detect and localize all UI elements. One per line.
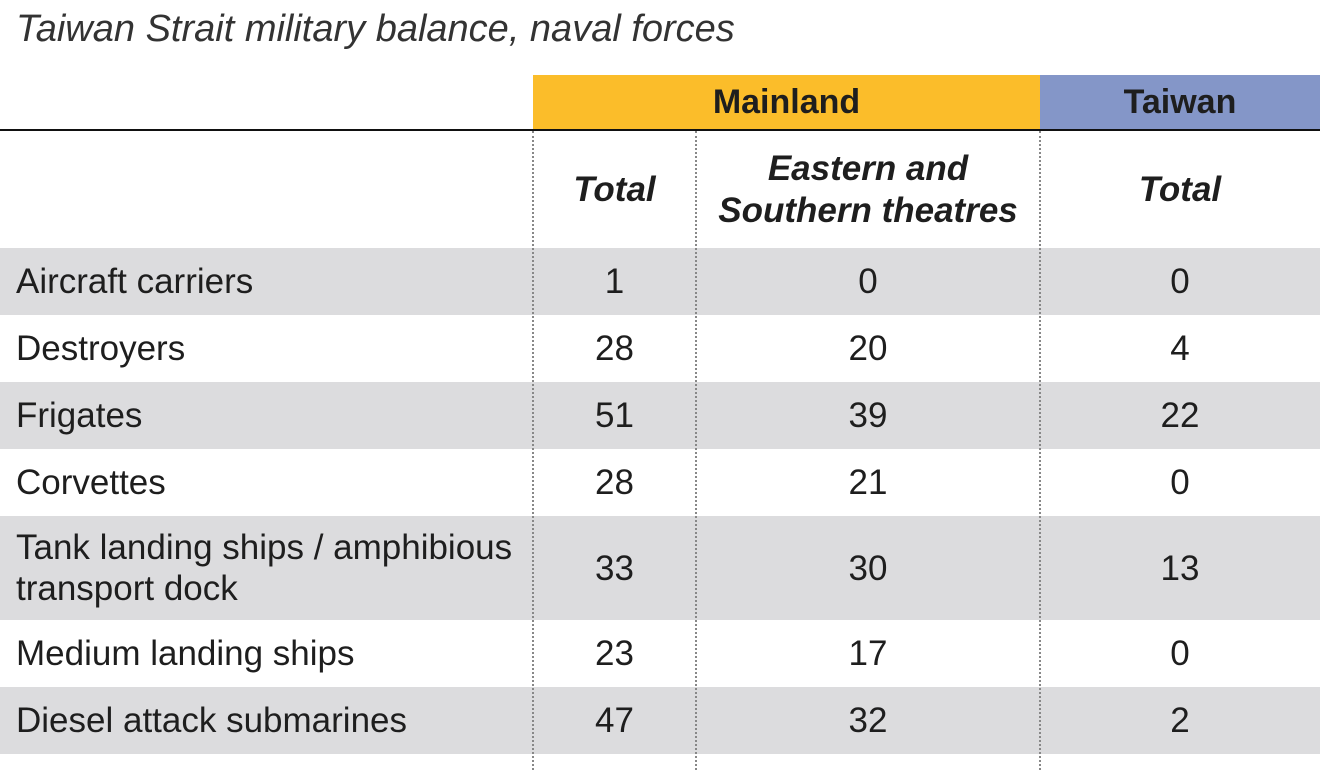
row-label: Destroyers — [16, 329, 186, 368]
cell-value: 0 — [858, 262, 878, 301]
cell-value: 33 — [595, 548, 634, 588]
row-label: Tank landing ships / amphibious transpor… — [16, 528, 513, 608]
cell-value: 32 — [848, 701, 888, 740]
cell-value: 47 — [595, 701, 634, 740]
cell-value: 0 — [1170, 463, 1190, 502]
row-label: Frigates — [16, 396, 143, 435]
table-row: Destroyers 28 20 4 — [0, 315, 1320, 382]
cell-value: 13 — [1160, 548, 1200, 588]
cell-value: 39 — [848, 396, 888, 435]
table-row: Diesel attack submarines 47 32 2 — [0, 687, 1320, 754]
row-label: Medium landing ships — [16, 634, 355, 673]
header-rule — [0, 129, 1320, 131]
table-row: Frigates 51 39 22 — [0, 382, 1320, 449]
column-divider — [1039, 131, 1041, 770]
table-body: Aircraft carriers 1 0 0 Destroyers 28 20 4 Friga… — [0, 248, 1320, 754]
cell-value: 28 — [595, 463, 634, 502]
cell-value: 1 — [604, 262, 625, 301]
cell-value: 0 — [1170, 262, 1190, 301]
column-header: Total — [1138, 169, 1222, 209]
column-divider — [695, 131, 697, 770]
cell-value: 30 — [848, 548, 888, 588]
row-label: Corvettes — [16, 463, 166, 502]
row-label: Diesel attack submarines — [16, 701, 407, 740]
title: Taiwan Strait military balance, naval fo… — [16, 8, 735, 50]
column-headers: Total Eastern and Southern theatres Total — [0, 131, 1320, 248]
cell-value: 17 — [848, 634, 888, 673]
row-label: Aircraft carriers — [16, 262, 254, 301]
group-header: Mainland — [533, 75, 1040, 130]
column-divider — [532, 131, 534, 770]
table-row: Aircraft carriers 1 0 0 — [0, 248, 1320, 315]
group-header: Taiwan — [1040, 75, 1320, 130]
cell-value: 0 — [1170, 634, 1190, 673]
cell-value: 4 — [1170, 329, 1190, 368]
table-row: Medium landing ships 23 17 0 — [0, 620, 1320, 687]
cell-value: 51 — [595, 396, 634, 435]
column-header: Eastern and Southern theatres — [718, 148, 1018, 230]
table-row: Tank landing ships / amphibious transpor… — [0, 516, 1320, 620]
table-row: Corvettes 28 21 0 — [0, 449, 1320, 516]
cell-value: 22 — [1160, 396, 1200, 435]
cell-value: 28 — [595, 329, 634, 368]
cell-value: 23 — [595, 634, 634, 673]
cell-value: 2 — [1170, 701, 1190, 740]
column-header: Total — [573, 169, 656, 209]
cell-value: 20 — [848, 329, 888, 368]
cell-value: 21 — [848, 463, 888, 502]
